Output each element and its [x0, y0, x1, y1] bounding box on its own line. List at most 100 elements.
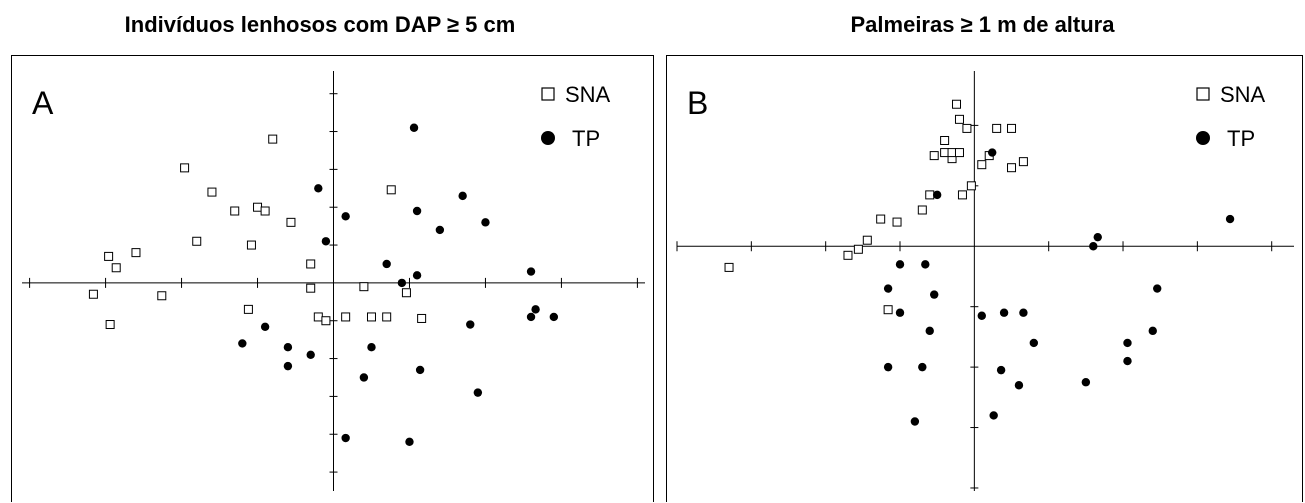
sna-point: [341, 312, 351, 322]
tp-point: [1014, 381, 1024, 390]
tp-point: [382, 259, 391, 269]
legend-sna-marker: [541, 87, 555, 101]
sna-point: [954, 148, 964, 158]
legend-tp-label: TP: [572, 126, 600, 151]
tp-point: [1123, 338, 1132, 348]
tp-point: [996, 365, 1006, 375]
sna-point: [260, 206, 270, 216]
sna-point: [957, 190, 967, 200]
sna-point: [88, 289, 98, 299]
tp-point: [473, 388, 483, 397]
tp-point: [367, 343, 376, 352]
tp-point: [977, 311, 986, 320]
sna-point: [192, 236, 202, 246]
sna-point: [243, 304, 253, 314]
sna-point: [929, 151, 939, 161]
tp-point: [1029, 338, 1039, 348]
tp-point: [930, 290, 939, 299]
tp-point: [1225, 214, 1235, 224]
panel-label: A: [32, 85, 54, 121]
tp-point: [238, 339, 247, 348]
tp-point: [283, 361, 293, 371]
tp-point: [1089, 242, 1098, 251]
sna-point: [359, 282, 369, 292]
tp-point: [341, 433, 350, 443]
tp-point: [1019, 308, 1028, 317]
panel-a-title: Indivíduos lenhosos com DAP ≥ 5 cm: [124, 12, 516, 37]
sna-point: [977, 160, 987, 170]
sna-point: [940, 148, 950, 158]
sna-point: [386, 185, 396, 195]
sna-point: [1007, 163, 1017, 173]
tp-point: [989, 411, 998, 420]
sna-point: [306, 283, 316, 293]
sna-point: [157, 291, 167, 301]
sna-point: [401, 288, 411, 298]
legend-tp-marker: [1196, 131, 1210, 145]
tp-point: [321, 237, 331, 246]
tp-point: [260, 322, 270, 331]
tp-point: [925, 326, 934, 336]
tp-point: [458, 191, 467, 201]
tp-point: [397, 278, 407, 288]
tp-point: [895, 260, 905, 269]
panel-b-title: Palmeiras ≥ 1 m de altura: [850, 12, 1115, 37]
panel-b-plot: B SNA TP: [676, 71, 1294, 491]
panel-a-frame: A SNA TP: [11, 55, 654, 502]
tp-point: [359, 373, 369, 382]
tp-point: [435, 225, 445, 235]
tp-point: [918, 362, 927, 372]
tp-point: [526, 267, 536, 276]
sna-point: [253, 202, 263, 212]
sna-point: [947, 148, 957, 158]
tp-point: [1081, 378, 1091, 387]
tp-point: [409, 123, 419, 132]
tp-point: [932, 190, 942, 200]
sna-point: [952, 99, 962, 109]
tp-point: [314, 184, 323, 193]
tp-point: [481, 218, 490, 227]
sna-point: [966, 181, 976, 191]
sna-point: [892, 217, 902, 227]
sna-point: [230, 206, 240, 216]
sna-point: [268, 134, 278, 144]
sna-point: [313, 312, 323, 322]
legend-tp-label: TP: [1227, 126, 1255, 151]
sna-point: [862, 235, 872, 245]
sna-point: [207, 187, 217, 197]
tp-point: [883, 362, 893, 372]
sna-point: [111, 263, 121, 273]
sna-point: [883, 305, 893, 315]
legend-sna-label: SNA: [1220, 82, 1266, 107]
sna-point: [246, 240, 256, 250]
tp-point: [549, 312, 559, 322]
tp-point: [999, 308, 1009, 317]
tp-point: [883, 284, 893, 293]
sna-point: [1007, 123, 1017, 133]
legend-sna-marker: [1196, 87, 1210, 101]
tp-point: [1153, 284, 1162, 293]
tp-point: [895, 308, 905, 317]
tp-point: [1123, 356, 1132, 366]
sna-point: [366, 312, 376, 322]
panel-a-plot: A SNA TP: [22, 71, 645, 491]
sna-point: [105, 320, 115, 330]
tp-point: [526, 312, 536, 322]
panel-label: B: [687, 85, 708, 121]
legend-sna-label: SNA: [565, 82, 611, 107]
sna-point: [1018, 157, 1028, 167]
tp-point: [921, 260, 930, 269]
tp-point: [412, 271, 422, 280]
panel-b-frame: B SNA TP: [666, 55, 1303, 502]
tp-point: [283, 343, 293, 352]
tp-point: [987, 148, 997, 157]
sna-point: [180, 163, 190, 173]
tp-point: [1148, 326, 1157, 336]
sna-point: [724, 262, 734, 272]
sna-point: [940, 135, 950, 145]
tp-point: [1093, 232, 1102, 242]
sna-point: [853, 244, 863, 254]
tp-point: [466, 320, 475, 329]
sna-point: [382, 312, 392, 322]
sna-point: [321, 316, 331, 326]
